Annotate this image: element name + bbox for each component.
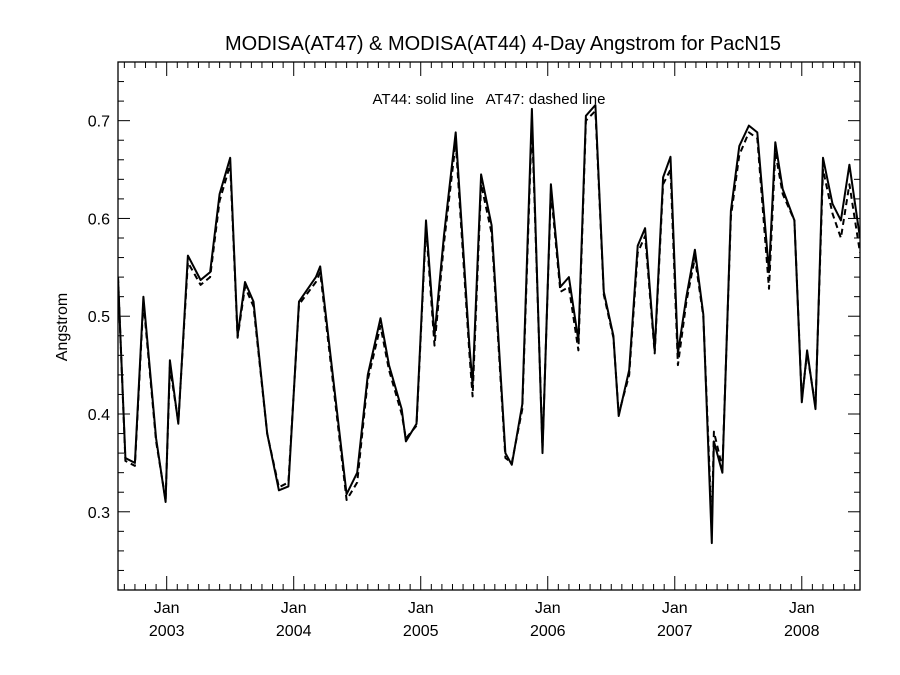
y-tick-label: 0.3 (88, 505, 110, 522)
y-tick-label: 0.7 (88, 114, 110, 131)
y-tick-label: 0.6 (88, 211, 110, 228)
y-tick-label: 0.5 (88, 309, 110, 326)
x-tick-month-label: Jan (535, 600, 561, 617)
x-tick-year-label: 2004 (276, 623, 312, 640)
y-tick-label: 0.4 (88, 407, 110, 424)
x-tick-year-label: 2006 (530, 623, 566, 640)
legend-annotation: AT44: solid line AT47: dashed line (373, 91, 606, 108)
x-tick-month-label: Jan (789, 600, 815, 617)
x-tick-month-label: Jan (281, 600, 307, 617)
x-tick-month-label: Jan (408, 600, 434, 617)
plot-frame (117, 61, 861, 591)
x-tick-year-label: 2005 (403, 623, 439, 640)
x-tick-month-label: Jan (154, 600, 180, 617)
chart-title: MODISA(AT47) & MODISA(AT44) 4-Day Angstr… (225, 33, 781, 55)
x-tick-year-label: 2008 (784, 623, 820, 640)
series-line-at47 (118, 109, 860, 528)
x-tick-month-label: Jan (662, 600, 688, 617)
x-tick-year-label: 2003 (149, 623, 185, 640)
y-axis-label: Angstrom (54, 293, 71, 361)
x-tick-year-label: 2007 (657, 623, 693, 640)
